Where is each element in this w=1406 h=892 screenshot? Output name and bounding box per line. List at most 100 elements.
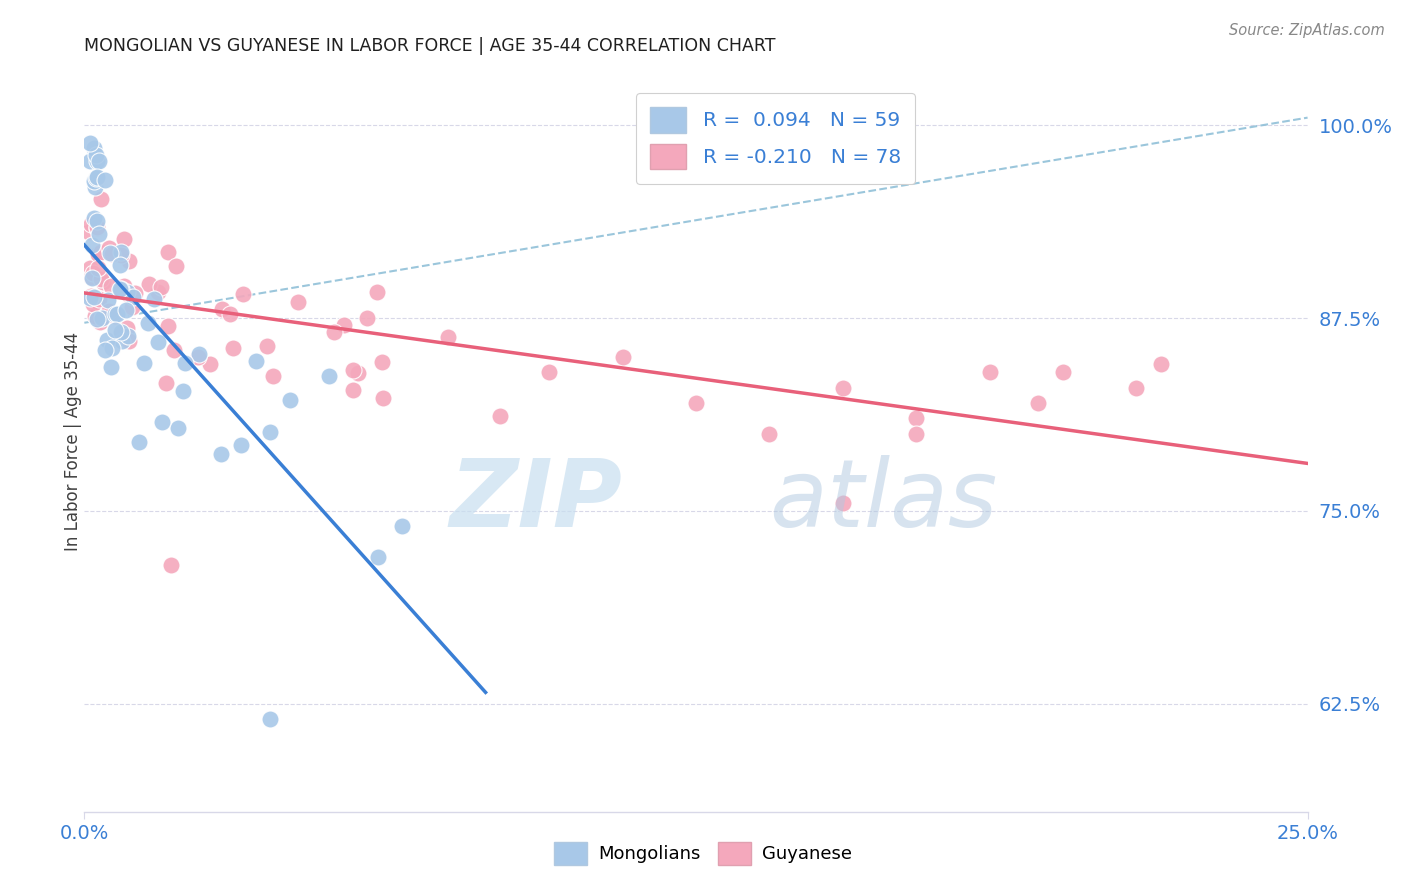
Point (146, 285, 169, 299)
Point (94, 343, 117, 358)
Point (685, 396, 707, 410)
Point (97, 293, 120, 307)
Point (157, 318, 180, 333)
Point (86, 293, 108, 308)
Point (256, 339, 278, 353)
Point (101, 341, 124, 355)
Point (163, 343, 186, 357)
Point (83, 141, 105, 155)
Point (104, 307, 127, 321)
Point (93, 173, 115, 187)
Point (136, 316, 159, 330)
Point (107, 307, 129, 321)
Point (110, 326, 132, 341)
Point (167, 420, 190, 434)
Point (1125, 380, 1147, 394)
Point (165, 259, 187, 273)
Point (157, 244, 180, 259)
Point (86, 169, 108, 184)
Point (98, 303, 121, 318)
Point (91, 275, 114, 289)
Point (110, 247, 132, 261)
Point (87, 260, 110, 275)
Point (100, 360, 122, 375)
Point (373, 391, 395, 405)
Point (121, 300, 143, 314)
Point (1150, 358, 1173, 372)
Point (101, 305, 124, 319)
Point (90, 272, 112, 286)
Point (83, 211, 105, 226)
Point (211, 301, 233, 316)
Point (115, 285, 138, 299)
Point (80, 238, 103, 252)
Point (437, 330, 460, 344)
Point (118, 254, 141, 268)
Point (84, 171, 107, 186)
Point (121, 290, 143, 304)
Point (229, 438, 252, 452)
Point (979, 365, 1001, 379)
Point (84, 268, 107, 283)
Point (101, 246, 124, 260)
Point (84, 309, 107, 323)
Point (222, 341, 245, 355)
Text: ZIP: ZIP (450, 455, 623, 547)
Point (143, 292, 166, 306)
Point (83, 290, 105, 304)
Point (174, 356, 197, 370)
Point (187, 350, 209, 364)
Point (79, 153, 101, 168)
Legend: R =  0.094   N = 59, R = -0.210   N = 78: R = 0.094 N = 59, R = -0.210 N = 78 (636, 93, 915, 184)
Point (262, 369, 284, 384)
Point (209, 447, 232, 461)
Point (831, 380, 853, 394)
Point (86, 148, 108, 162)
Point (347, 366, 370, 380)
Point (79, 226, 101, 240)
Point (86, 221, 108, 235)
Point (172, 384, 194, 399)
Point (87, 154, 110, 169)
Point (90, 244, 112, 259)
Point (98, 245, 121, 260)
Point (149, 279, 172, 293)
Legend: Mongolians, Guyanese: Mongolians, Guyanese (547, 835, 859, 872)
Point (80, 217, 103, 231)
Text: atlas: atlas (769, 455, 998, 546)
Point (86, 153, 108, 168)
Point (91, 310, 114, 325)
Point (287, 295, 309, 310)
Point (118, 334, 141, 348)
Point (110, 325, 132, 339)
Point (342, 363, 364, 377)
Point (89, 315, 111, 329)
Point (758, 426, 780, 441)
Point (124, 285, 146, 300)
Point (115, 321, 138, 335)
Point (278, 392, 301, 407)
Point (219, 307, 242, 321)
Point (111, 334, 134, 348)
Point (155, 376, 177, 390)
Point (117, 329, 139, 343)
Point (86, 220, 108, 235)
Point (80, 269, 103, 284)
Point (134, 356, 156, 370)
Point (96, 333, 118, 347)
Point (318, 369, 340, 384)
Point (79, 136, 101, 151)
Point (117, 287, 139, 301)
Point (110, 245, 132, 260)
Point (905, 411, 928, 425)
Point (112, 232, 135, 246)
Point (79, 260, 101, 275)
Point (366, 285, 388, 300)
Point (367, 550, 389, 565)
Point (114, 303, 136, 318)
Point (82, 296, 104, 310)
Point (86, 213, 108, 227)
Point (259, 712, 281, 726)
Point (100, 278, 122, 293)
Point (322, 325, 344, 339)
